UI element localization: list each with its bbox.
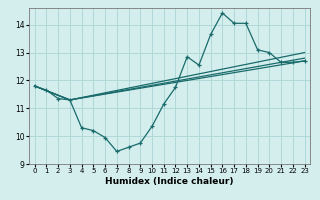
X-axis label: Humidex (Indice chaleur): Humidex (Indice chaleur) [105, 177, 234, 186]
